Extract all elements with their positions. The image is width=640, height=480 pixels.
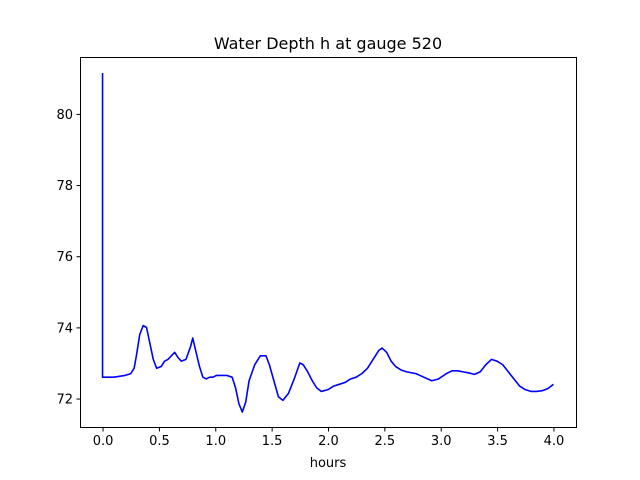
x-tick-label: 0.0	[93, 434, 114, 449]
x-tick-label: 3.5	[487, 434, 508, 449]
x-tick-label: 4.0	[544, 434, 565, 449]
plot-area	[101, 73, 554, 413]
y-axis: 72 74 76 78 80	[56, 108, 81, 408]
x-tick-label: 2.0	[318, 434, 339, 449]
plot-frame	[80, 57, 577, 428]
x-tick-label: 0.5	[149, 434, 170, 449]
x-tick-label: 3.0	[431, 434, 452, 449]
y-tick-label: 74	[56, 321, 73, 336]
y-tick-label: 80	[56, 108, 73, 123]
y-tick-label: 78	[56, 179, 73, 194]
x-axis-label: hours	[310, 456, 347, 471]
series-line-0	[101, 73, 554, 413]
chart-title: Water Depth h at gauge 520	[214, 34, 442, 53]
x-axis: 0.0 0.5 1.0 1.5 2.0 2.5 3.0 3.5 4.0	[93, 427, 565, 449]
y-tick-label: 76	[56, 250, 73, 265]
y-tick-label: 72	[56, 393, 73, 408]
x-tick-label: 1.5	[262, 434, 283, 449]
x-tick-label: 1.0	[205, 434, 226, 449]
x-tick-label: 2.5	[375, 434, 396, 449]
